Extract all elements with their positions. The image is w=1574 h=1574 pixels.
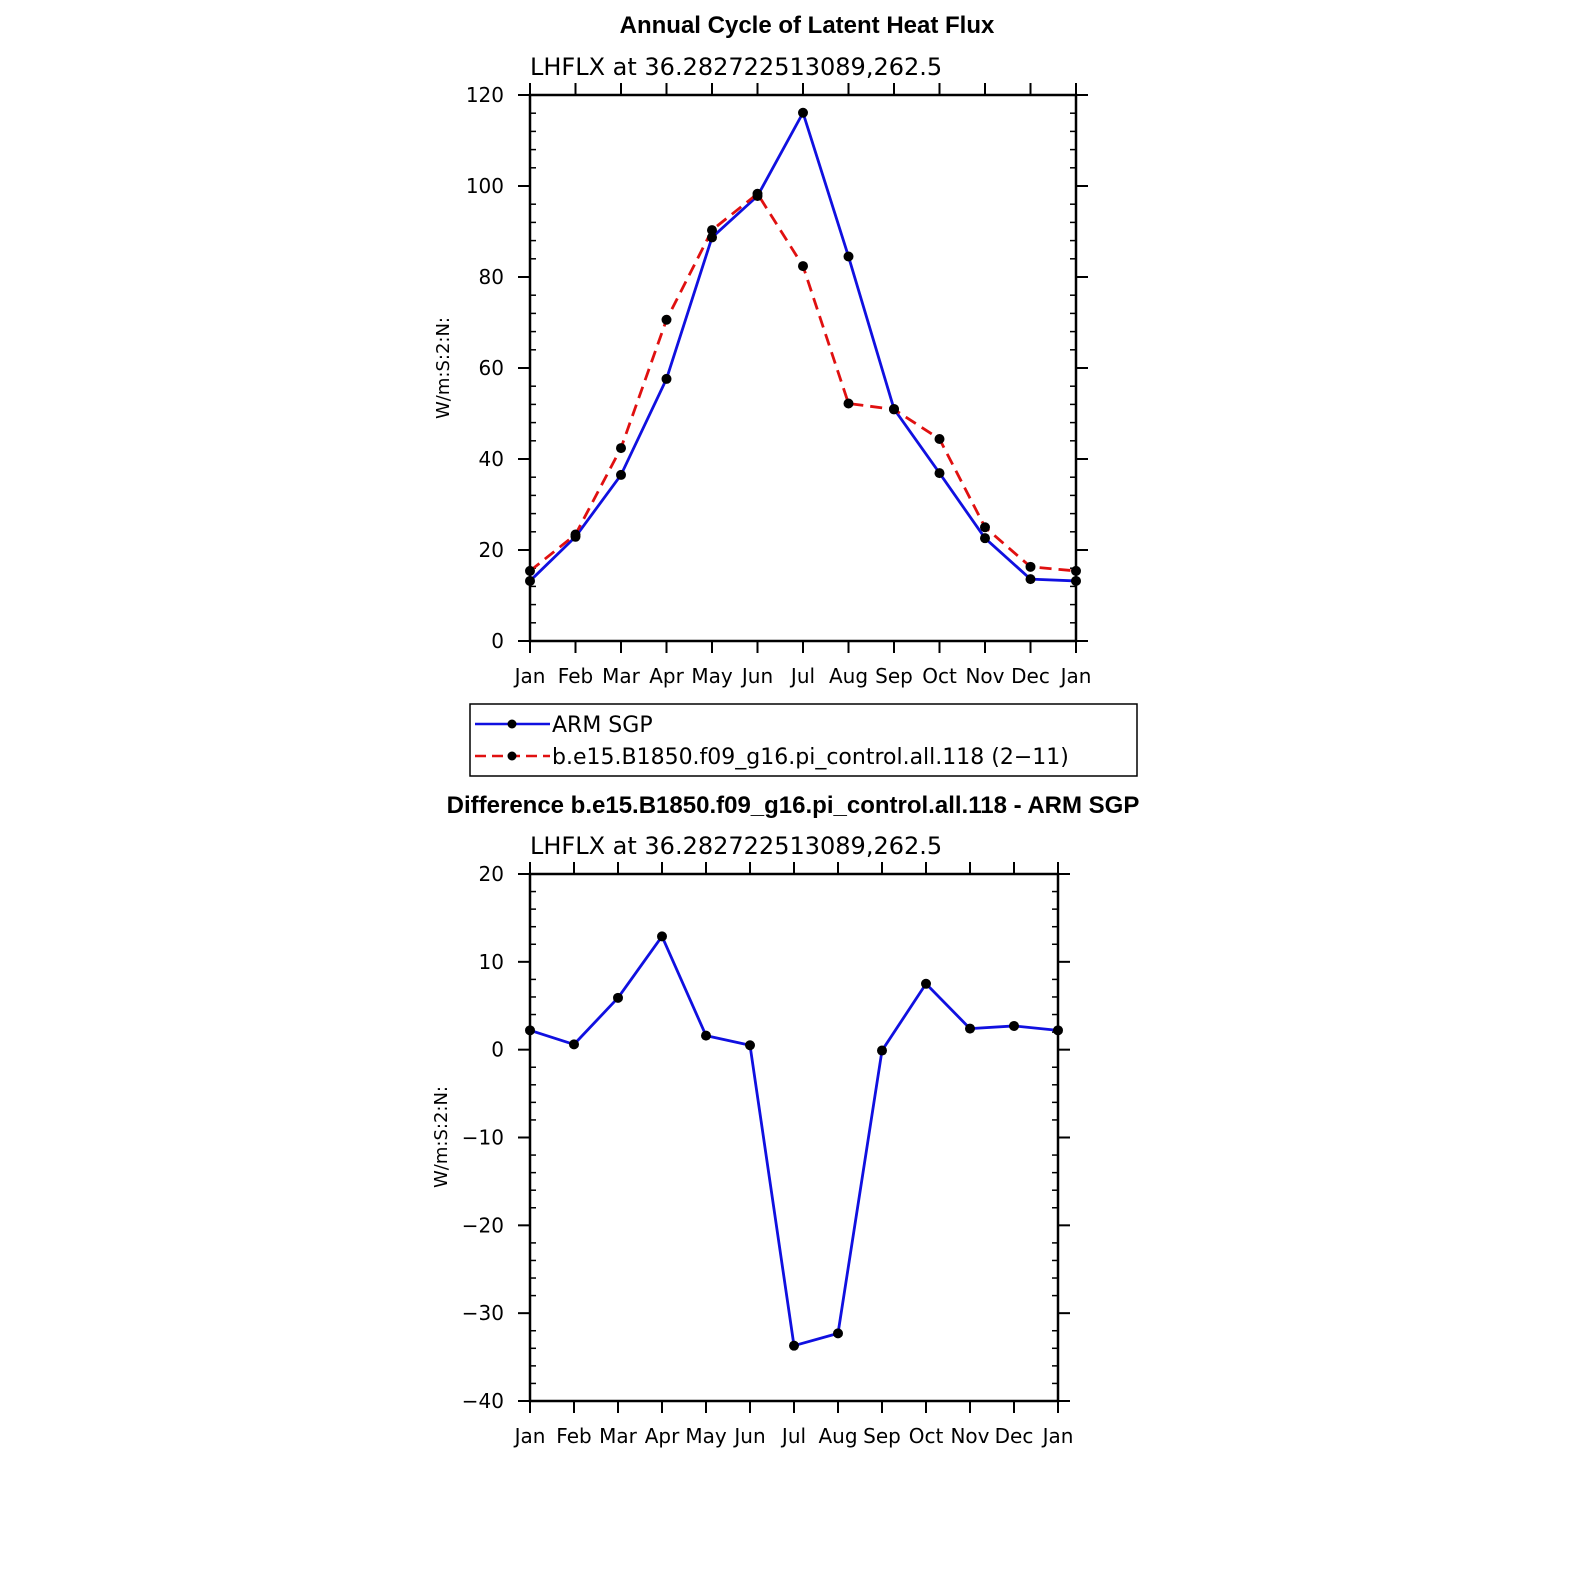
data-point-series-1	[889, 404, 899, 415]
data-point-series-1	[1071, 565, 1081, 576]
x-tick-label: Jan	[513, 664, 546, 688]
x-tick-label: Nov	[950, 1424, 989, 1448]
data-point-series-1	[707, 225, 717, 236]
y-tick-label: −10	[462, 1126, 504, 1150]
data-point-series-0	[1009, 1020, 1019, 1031]
legend-marker-model	[507, 751, 517, 761]
y-tick-label: −40	[462, 1389, 504, 1413]
series-line-0	[529, 111, 1077, 583]
data-point-series-0	[833, 1328, 843, 1339]
x-tick-label: Dec	[995, 1424, 1034, 1448]
chart2-title: Difference b.e15.B1850.f09_g16.pi_contro…	[447, 792, 1140, 819]
chart1-subtitle: LHFLX at 36.282722513089,262.5	[530, 53, 942, 81]
x-tick-label: Mar	[599, 1424, 638, 1448]
x-tick-label: Jul	[789, 664, 815, 688]
x-tick-label: Jul	[780, 1424, 806, 1448]
data-point-series-1	[570, 529, 581, 540]
x-tick-label: Oct	[909, 1424, 944, 1448]
chart2-subtitle: LHFLX at 36.282722513089,262.5	[530, 832, 942, 860]
plot-frame	[528, 93, 1078, 643]
legend-label-model: b.e15.B1850.f09_g16.pi_control.all.118 (…	[552, 745, 1069, 770]
data-point-series-0	[1053, 1025, 1063, 1036]
x-tick-label: Dec	[1011, 664, 1050, 688]
data-point-series-0	[980, 533, 990, 544]
x-tick-label: May	[685, 1424, 727, 1448]
x-tick-label: Aug	[829, 664, 868, 688]
data-point-series-0	[525, 1025, 535, 1036]
data-point-series-0	[613, 992, 623, 1003]
x-tick-label: Apr	[649, 664, 684, 688]
x-tick-label: Jun	[732, 1424, 765, 1448]
y-tick-label: 10	[479, 950, 504, 974]
data-point-series-0	[877, 1045, 887, 1056]
y-tick-label: 60	[479, 356, 504, 380]
series-line-0	[529, 934, 1059, 1348]
y-tick-label: 20	[479, 862, 504, 886]
chart1-title: Annual Cycle of Latent Heat Flux	[620, 12, 995, 39]
data-point-series-0	[707, 232, 717, 243]
legend-label-arm-sgp: ARM SGP	[552, 713, 653, 738]
data-point-series-1	[798, 261, 808, 272]
data-point-series-1	[1025, 561, 1036, 572]
data-point-series-1	[525, 565, 535, 576]
data-point-series-0	[1071, 575, 1081, 586]
data-point-series-0	[657, 931, 667, 942]
x-tick-label: Feb	[556, 1424, 591, 1448]
data-point-series-1	[843, 398, 854, 409]
y-tick-label: 0	[491, 1038, 504, 1062]
data-point-series-0	[701, 1030, 711, 1041]
chart1-ylabel: W/m:S:2:N:	[433, 317, 454, 419]
x-tick-label: Oct	[922, 664, 957, 688]
data-point-series-0	[1025, 574, 1036, 585]
x-tick-label: May	[691, 664, 733, 688]
data-point-series-0	[661, 373, 672, 384]
x-tick-label: Nov	[965, 664, 1004, 688]
legend: ARM SGP b.e15.B1850.f09_g16.pi_control.a…	[469, 703, 1138, 777]
difference-chart: Difference b.e15.B1850.f09_g16.pi_contro…	[431, 792, 1139, 1448]
y-tick-label: 80	[479, 265, 504, 289]
data-point-series-0	[789, 1340, 799, 1351]
y-tick-label: 0	[491, 629, 504, 653]
data-point-series-0	[921, 978, 931, 989]
x-tick-label: Jun	[740, 664, 773, 688]
y-tick-label: 20	[479, 538, 504, 562]
x-tick-label: Feb	[558, 664, 593, 688]
chart2-ylabel: W/m:S:2:N:	[431, 1086, 452, 1188]
x-tick-label: Jan	[1041, 1424, 1074, 1448]
x-tick-label: Aug	[818, 1424, 857, 1448]
data-point-series-1	[980, 522, 990, 533]
data-point-series-0	[843, 251, 854, 262]
y-tick-label: 40	[479, 447, 504, 471]
y-tick-label: −30	[462, 1301, 504, 1325]
legend-box	[469, 703, 1138, 777]
x-tick-label: Jan	[1059, 664, 1092, 688]
x-tick-label: Sep	[863, 1424, 901, 1448]
x-tick-label: Sep	[875, 664, 913, 688]
data-point-series-1	[752, 188, 763, 199]
data-point-series-0	[965, 1023, 975, 1034]
data-point-series-0	[569, 1039, 579, 1050]
x-tick-label: Apr	[645, 1424, 680, 1448]
data-point-series-0	[798, 107, 808, 118]
data-point-series-0	[934, 468, 945, 479]
legend-marker-arm-sgp	[507, 719, 517, 729]
data-point-series-0	[745, 1040, 755, 1051]
annual-cycle-chart: Annual Cycle of Latent Heat Flux LHFLX a…	[433, 12, 1091, 688]
data-point-series-1	[661, 314, 672, 325]
data-point-series-1	[616, 443, 626, 454]
x-tick-label: Jan	[513, 1424, 546, 1448]
data-point-series-1	[934, 433, 945, 444]
x-tick-label: Mar	[602, 664, 641, 688]
y-tick-label: 120	[466, 83, 504, 107]
y-tick-label: −20	[462, 1213, 504, 1237]
plot-frame	[528, 872, 1060, 1403]
data-point-series-0	[525, 575, 535, 586]
data-point-series-0	[616, 469, 626, 480]
y-tick-label: 100	[466, 174, 504, 198]
series-line-1	[529, 192, 1077, 573]
